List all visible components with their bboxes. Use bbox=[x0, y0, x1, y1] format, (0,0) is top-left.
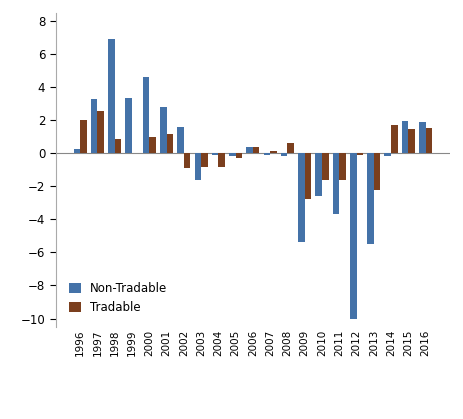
Bar bbox=[407, 129, 414, 153]
Bar bbox=[160, 107, 166, 153]
Bar bbox=[425, 127, 431, 153]
Bar bbox=[338, 153, 345, 180]
Bar bbox=[108, 39, 114, 153]
Bar bbox=[183, 153, 190, 168]
Bar bbox=[252, 147, 259, 153]
Bar bbox=[315, 153, 321, 196]
Bar bbox=[149, 137, 156, 153]
Bar bbox=[269, 151, 276, 153]
Bar bbox=[418, 122, 425, 153]
Bar bbox=[280, 153, 287, 156]
Bar bbox=[125, 98, 131, 153]
Bar bbox=[332, 153, 338, 215]
Bar bbox=[263, 153, 269, 155]
Bar bbox=[235, 153, 242, 158]
Bar bbox=[373, 153, 380, 190]
Bar bbox=[298, 153, 304, 243]
Bar bbox=[366, 153, 373, 244]
Bar bbox=[218, 153, 225, 167]
Bar bbox=[287, 143, 294, 153]
Bar bbox=[384, 153, 390, 155]
Bar bbox=[229, 153, 235, 156]
Bar bbox=[390, 125, 397, 153]
Bar bbox=[304, 153, 311, 199]
Bar bbox=[143, 77, 149, 153]
Bar bbox=[114, 139, 121, 153]
Bar bbox=[349, 153, 356, 318]
Bar bbox=[166, 134, 173, 153]
Bar bbox=[356, 153, 362, 155]
Bar bbox=[80, 120, 87, 153]
Bar bbox=[97, 111, 104, 153]
Bar bbox=[401, 121, 407, 153]
Bar bbox=[211, 153, 218, 155]
Bar bbox=[200, 153, 207, 167]
Bar bbox=[321, 153, 328, 181]
Bar bbox=[91, 98, 97, 153]
Bar bbox=[74, 149, 80, 153]
Bar bbox=[246, 147, 252, 153]
Bar bbox=[194, 153, 200, 180]
Legend: Non-Tradable, Tradable: Non-Tradable, Tradable bbox=[65, 279, 171, 318]
Bar bbox=[177, 127, 183, 153]
